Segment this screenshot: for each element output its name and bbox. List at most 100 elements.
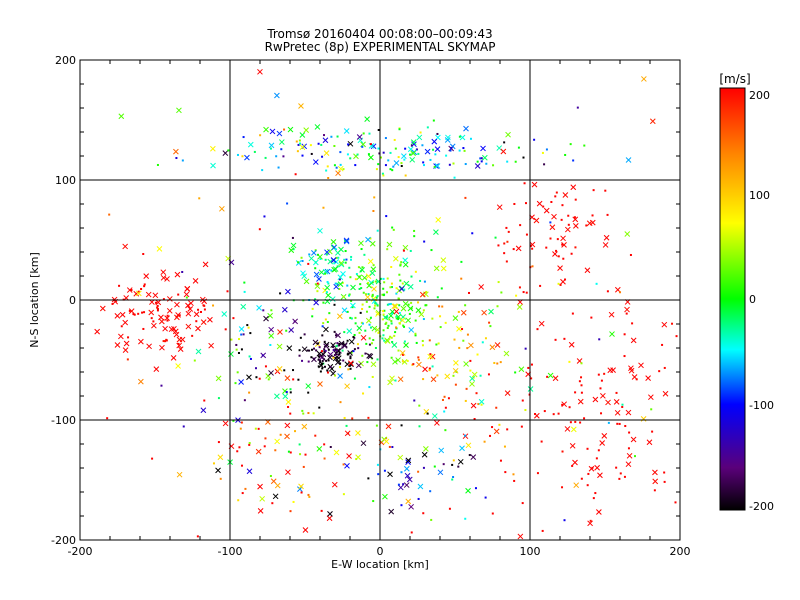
data-point-dot (425, 290, 428, 293)
data-point-dot (625, 312, 628, 315)
data-point-x (268, 142, 275, 149)
data-point-x (415, 307, 422, 314)
data-point-dot (444, 321, 447, 324)
data-point-dot (154, 301, 157, 304)
colorbar-tick-label: 200 (749, 89, 770, 102)
data-point-dot (382, 151, 385, 154)
data-point-x (384, 337, 390, 344)
data-point-x (323, 343, 329, 350)
data-point-dot (299, 336, 302, 339)
data-point-x (395, 357, 401, 363)
data-point-dot (523, 182, 526, 185)
data-point-dot (650, 408, 653, 411)
data-point-dot (352, 350, 355, 353)
data-point-dot (317, 342, 320, 345)
data-point-dot (615, 391, 618, 394)
data-point-dot (356, 153, 359, 156)
data-point-x (408, 503, 414, 510)
data-point-dot (298, 354, 301, 357)
data-point-dot (555, 191, 558, 194)
data-point-dot (426, 126, 429, 129)
data-point-dot (386, 327, 389, 330)
data-point-dot (479, 157, 482, 160)
data-point-dot (604, 189, 607, 192)
data-point-x (348, 338, 355, 345)
data-point-dot (441, 398, 444, 401)
data-point-x (386, 241, 393, 248)
data-point-dot (341, 346, 344, 349)
data-point-x (185, 310, 192, 317)
data-point-x (317, 227, 323, 234)
data-point-dot (346, 310, 349, 313)
data-point-dot (419, 279, 422, 282)
data-point-x (174, 271, 181, 278)
data-point-dot (197, 308, 200, 311)
data-point-dot (232, 317, 235, 320)
data-point-dot (533, 138, 536, 141)
data-point-dot (521, 399, 524, 402)
data-point-dot (376, 304, 379, 307)
data-point-dot (495, 406, 498, 409)
data-point-x (587, 520, 593, 527)
data-point-dot (283, 369, 286, 372)
data-point-x (608, 311, 615, 318)
data-point-dot (388, 318, 391, 321)
data-point-dot (448, 507, 451, 510)
data-point-dot (342, 493, 345, 496)
data-point-x (406, 476, 413, 483)
data-point-x (301, 423, 308, 430)
data-point-dot (307, 360, 310, 363)
data-point-x (573, 223, 579, 229)
data-point-dot (460, 277, 463, 280)
data-point-x (263, 126, 269, 133)
x-tick-label: 100 (520, 545, 541, 558)
data-point-x (143, 273, 150, 279)
data-point-dot (152, 320, 155, 323)
data-point-x (626, 452, 633, 459)
data-point-dot (283, 128, 286, 131)
data-point-x (114, 312, 121, 319)
data-point-x (267, 312, 273, 319)
data-point-x (410, 139, 417, 146)
data-point-dot (277, 166, 280, 169)
data-point-dot (419, 131, 422, 134)
data-point-x (434, 163, 441, 169)
data-point-dot (524, 409, 527, 412)
data-point-dot (335, 166, 338, 169)
data-point-dot (292, 248, 295, 251)
data-point-dot (447, 397, 450, 400)
data-point-x (463, 125, 469, 132)
data-point-x (417, 483, 424, 490)
data-point-x (188, 300, 194, 307)
data-point-dot (243, 399, 246, 402)
data-point-x (176, 342, 183, 349)
data-point-dot (568, 360, 571, 363)
y-tick-label: 0 (69, 294, 76, 307)
data-point-x (317, 381, 323, 387)
data-point-x (314, 124, 321, 130)
data-point-dot (142, 327, 145, 330)
data-point-x (403, 342, 409, 349)
data-point-dot (530, 377, 533, 380)
data-point-dot (298, 349, 301, 352)
data-point-dot (395, 315, 398, 318)
data-point-dot (307, 493, 310, 496)
data-point-dot (545, 148, 548, 151)
data-point-dot (325, 169, 328, 172)
data-point-dot (557, 255, 560, 258)
data-point-dot (350, 255, 353, 258)
data-point-x (268, 370, 274, 376)
data-point-x (327, 258, 334, 265)
data-point-dot (580, 391, 583, 394)
data-point-x (392, 358, 398, 365)
data-point-dot (339, 401, 342, 404)
data-point-dot (390, 322, 393, 325)
data-point-x (269, 128, 276, 135)
data-point-x (200, 407, 207, 414)
data-point-dot (504, 471, 507, 474)
data-point-dot (309, 144, 312, 147)
data-point-dot (381, 318, 384, 321)
data-point-x (276, 343, 283, 350)
data-point-dot (440, 287, 443, 290)
data-point-dot (390, 265, 393, 268)
